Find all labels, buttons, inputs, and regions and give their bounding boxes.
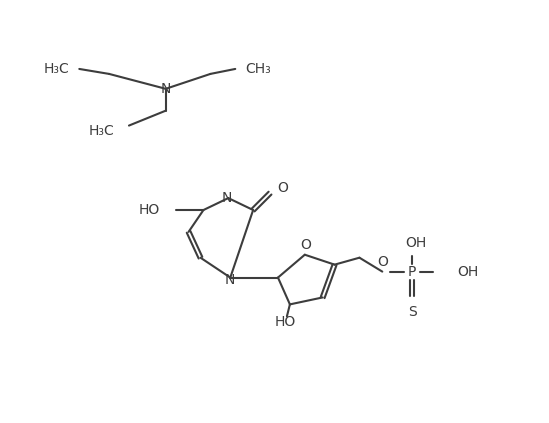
Text: O: O [277, 181, 288, 195]
Text: HO: HO [274, 315, 295, 329]
Text: P: P [408, 265, 416, 279]
Text: H₃C: H₃C [43, 62, 69, 76]
Text: OH: OH [457, 265, 478, 279]
Text: OH: OH [406, 236, 427, 250]
Text: H₃C: H₃C [88, 124, 114, 137]
Text: N: N [160, 82, 171, 96]
Text: O: O [377, 255, 388, 269]
Text: O: O [300, 238, 311, 252]
Text: N: N [222, 191, 232, 205]
Text: CH₃: CH₃ [245, 62, 271, 76]
Text: S: S [408, 305, 417, 319]
Text: HO: HO [138, 203, 160, 217]
Text: N: N [225, 272, 236, 286]
